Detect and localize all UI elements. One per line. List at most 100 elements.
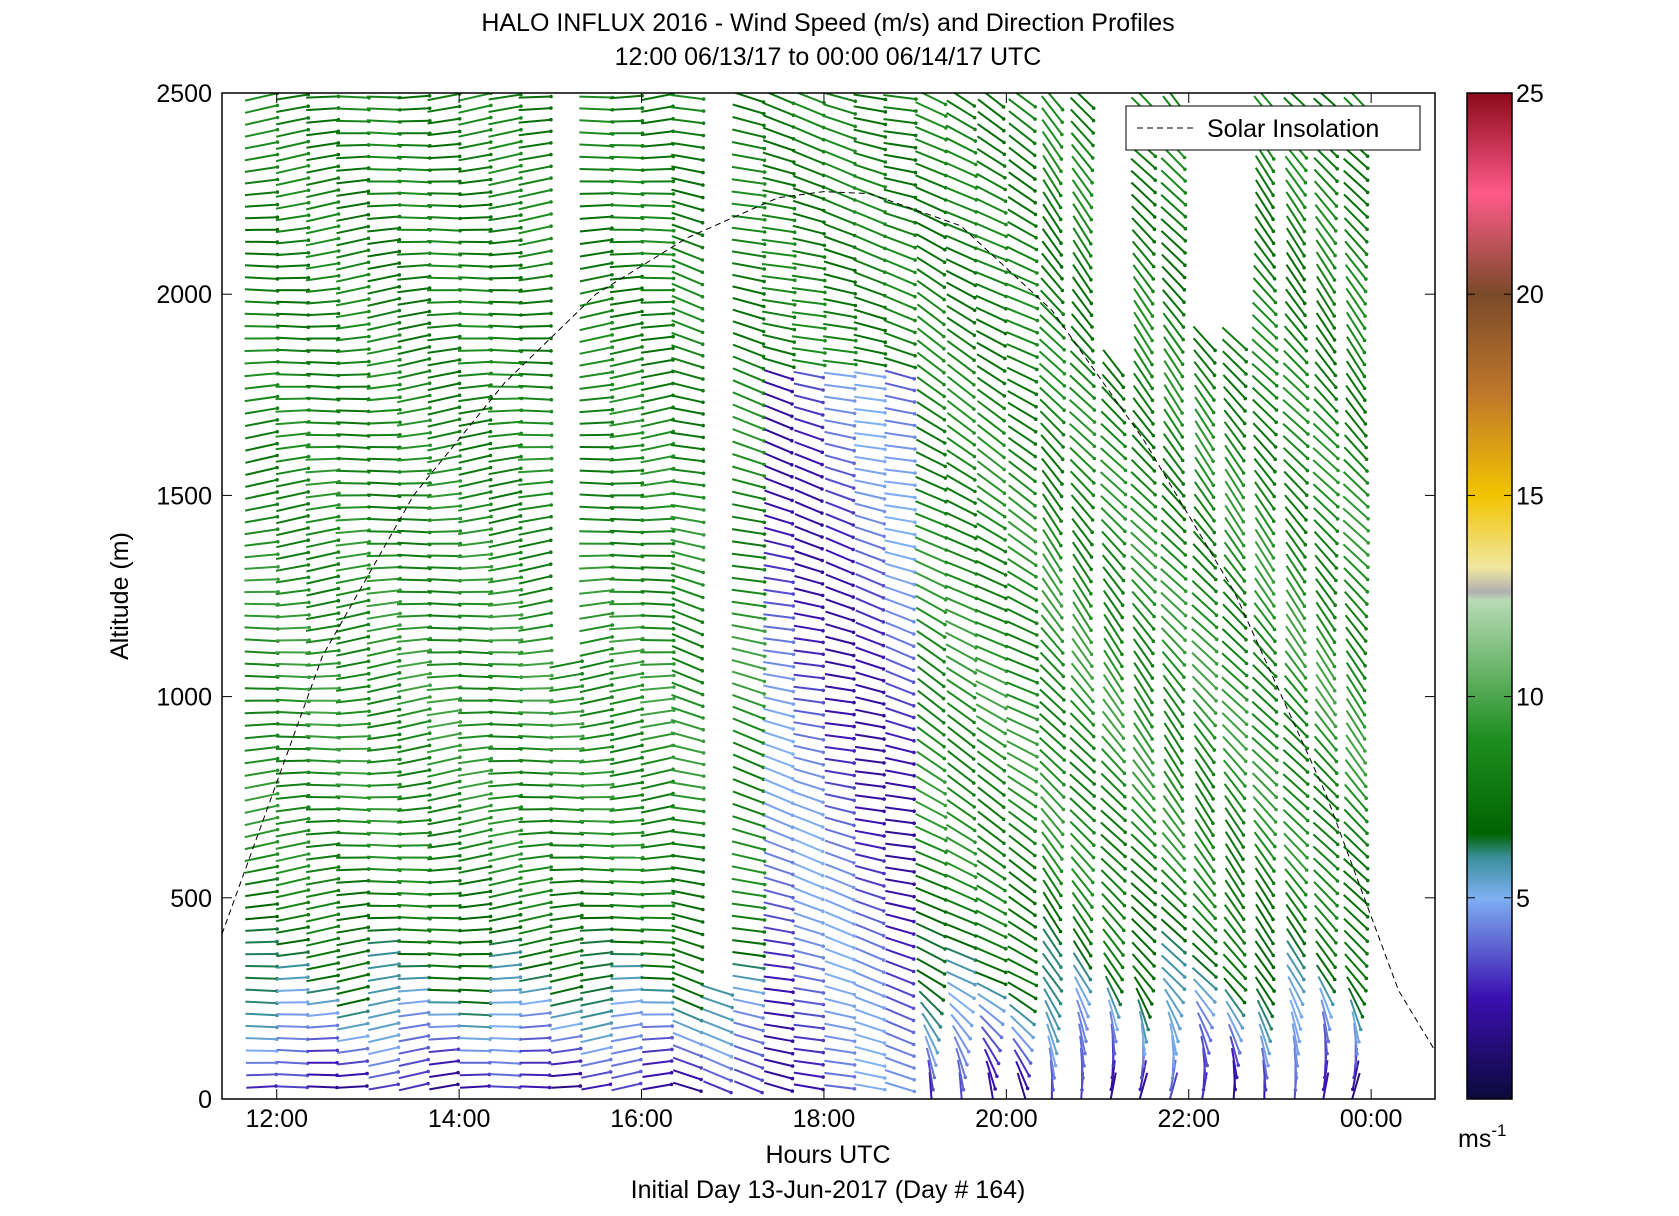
wind-vector-head <box>640 805 645 810</box>
wind-vector-head <box>519 213 523 217</box>
wind-vector <box>518 937 551 947</box>
wind-vector <box>306 372 339 377</box>
wind-vector-head <box>1089 640 1093 645</box>
wind-vector-head <box>335 1085 339 1090</box>
wind-vector <box>336 647 369 657</box>
wind-vector <box>609 940 643 944</box>
wind-vector-head <box>1060 857 1064 861</box>
wind-vector <box>975 946 1007 962</box>
wind-vector <box>1008 871 1036 893</box>
wind-vector-head <box>822 243 827 248</box>
wind-vector <box>1100 785 1126 810</box>
wind-vector-head <box>820 425 825 430</box>
wind-vector-head <box>428 119 432 123</box>
wind-vector <box>336 167 369 172</box>
wind-vector-head <box>274 1072 279 1077</box>
wind-vector <box>1100 869 1126 895</box>
wind-vector <box>884 394 915 404</box>
wind-vector <box>611 1070 642 1080</box>
wind-vector-head <box>1090 676 1094 680</box>
wind-vector <box>916 303 945 326</box>
wind-vector-head <box>426 1022 431 1026</box>
wind-vector <box>671 258 703 274</box>
wind-vector-head <box>1151 445 1156 450</box>
wind-vector-head <box>1123 842 1127 847</box>
wind-vector-head <box>1122 928 1126 933</box>
wind-vector <box>945 124 976 142</box>
wind-vector <box>520 1085 550 1089</box>
wind-vector <box>1070 482 1094 509</box>
wind-vector-head <box>1153 590 1157 594</box>
wind-vector-head <box>671 216 676 221</box>
wind-vector <box>975 547 1006 565</box>
wind-vector-head <box>853 315 858 320</box>
wind-vector-head <box>761 379 766 383</box>
wind-vector <box>458 178 491 185</box>
wind-vector <box>731 165 765 174</box>
wind-vector-head <box>1180 724 1185 729</box>
wind-vector-head <box>821 628 825 633</box>
wind-vector-head <box>995 1074 999 1079</box>
wind-vector <box>731 670 765 683</box>
wind-vector <box>488 864 522 875</box>
wind-vector <box>762 333 795 344</box>
wind-vector-head <box>1035 283 1039 287</box>
wind-vector-head <box>762 592 767 596</box>
wind-vector-head <box>701 751 706 755</box>
wind-vector <box>458 419 491 427</box>
wind-vector <box>335 819 370 824</box>
wind-vector-head <box>1150 338 1154 343</box>
wind-vector-head <box>972 383 976 387</box>
wind-vector-head <box>1089 652 1094 657</box>
wind-vector <box>945 619 977 637</box>
wind-vector-head <box>700 318 705 323</box>
wind-vector <box>488 901 521 911</box>
wind-vector <box>427 842 460 849</box>
wind-vector <box>1191 604 1218 629</box>
wind-vector-head <box>640 793 645 797</box>
wind-vector <box>366 107 401 111</box>
wind-vector-head <box>912 632 916 636</box>
wind-vector <box>549 697 583 704</box>
wind-vector <box>1192 978 1216 1003</box>
wind-vector <box>1069 749 1095 773</box>
wind-vector <box>458 442 491 452</box>
wind-vector <box>1191 942 1217 966</box>
wind-vector <box>306 599 339 609</box>
wind-vector <box>1194 432 1214 462</box>
wind-vector <box>915 209 946 226</box>
wind-vector-head <box>1212 530 1217 535</box>
wind-vector-head <box>853 99 858 104</box>
wind-vector <box>579 708 613 717</box>
wind-vector <box>276 300 309 304</box>
wind-vector-head <box>1153 878 1157 883</box>
wind-vector <box>488 551 522 561</box>
wind-vector-head <box>488 429 493 434</box>
wind-vector <box>824 454 855 465</box>
wind-vector-head <box>1180 399 1184 403</box>
wind-vector <box>368 1046 399 1056</box>
wind-vector <box>275 128 309 138</box>
wind-vector-head <box>1212 519 1216 523</box>
wind-vector <box>791 323 826 330</box>
wind-vector <box>761 263 796 270</box>
wind-vector <box>366 517 400 522</box>
wind-vector <box>1070 108 1095 134</box>
wind-vector-head <box>519 840 523 844</box>
wind-vector <box>1163 782 1184 812</box>
wind-vector <box>1008 158 1036 180</box>
wind-vector <box>1071 903 1093 933</box>
wind-vector-head <box>488 202 493 207</box>
wind-vector-head <box>1181 494 1186 498</box>
wind-vector <box>1109 1011 1117 1042</box>
wind-vector <box>976 436 1005 459</box>
wind-vector <box>396 831 431 836</box>
wind-vector-head <box>336 900 341 905</box>
wind-vector-head <box>700 680 705 685</box>
wind-vector-head <box>609 962 614 966</box>
wind-vector-head <box>730 1018 734 1022</box>
wind-vector-head <box>881 982 886 986</box>
wind-vector <box>276 963 308 969</box>
wind-vector <box>762 201 795 210</box>
wind-vector-head <box>1085 1027 1089 1031</box>
